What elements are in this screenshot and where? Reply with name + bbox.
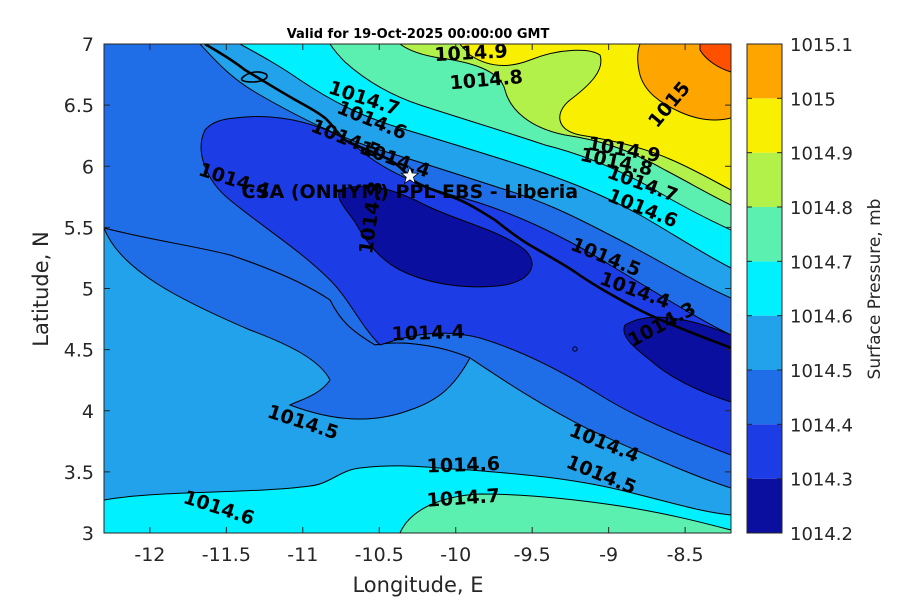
- x-tick-label-5: -9.5: [514, 544, 551, 566]
- colorbar-tick-label-2: 1014.4: [790, 415, 853, 436]
- plot-area: 1014.91014.81014.71014.61014.51014.41014…: [104, 40, 731, 533]
- y-tick-label-2: 4: [82, 401, 94, 423]
- band-1015-north: [637, 44, 731, 121]
- colorbar-swatch-2: [747, 370, 782, 425]
- colorbar: 1014.2 1014.3 1014.4 1014.5 1014.6 1014.7 1014…: [746, 35, 853, 545]
- colorbar-tick-label-0: 1014.2: [790, 524, 853, 545]
- offshore-marker: [572, 346, 578, 352]
- colorbar-tick-label-5: 1014.7: [790, 252, 853, 273]
- coastline-island: [240, 71, 268, 83]
- colorbar-tick-label-7: 1014.9: [790, 144, 853, 165]
- colorbar-swatch-7: [747, 98, 782, 153]
- y-tick-label-8: 7: [82, 34, 94, 56]
- x-tick-label-4: -10: [440, 544, 471, 566]
- colorbar-swatch-5: [747, 207, 782, 262]
- y-axis-ticks: 3 3.5 4 4.5 5 5.5 6 6.5 7: [64, 34, 731, 545]
- chart-title: Valid for 19-Oct-2025 00:00:00 GMT: [287, 27, 550, 42]
- contour-label-20: 1014.6: [426, 453, 500, 478]
- colorbar-swatch-0: [747, 478, 782, 533]
- x-tick-label-2: -11: [287, 544, 318, 566]
- station-star-icon: [400, 165, 420, 185]
- x-tick-label-0: -12: [134, 544, 165, 566]
- y-tick-label-7: 6.5: [64, 95, 94, 117]
- colorbar-frame: [746, 43, 783, 534]
- y-tick-label-6: 6: [82, 156, 94, 178]
- x-tick-label-6: -9: [599, 544, 618, 566]
- colorbar-swatch-4: [747, 261, 782, 316]
- x-tick-label-1: -11.5: [202, 544, 251, 566]
- colorbar-tick-label-1: 1014.3: [790, 470, 853, 491]
- band-1014.4-west-lobe: [104, 227, 471, 420]
- y-tick-label-0: 3: [82, 523, 94, 545]
- y-tick-label-3: 4.5: [64, 340, 94, 362]
- y-tick-label-5: 5.5: [64, 217, 94, 239]
- x-tick-label-7: -8.5: [667, 544, 704, 566]
- colorbar-tick-label-8: 1015: [790, 89, 836, 110]
- colorbar-tick-label-6: 1014.8: [790, 198, 853, 219]
- colorbar-swatch-1: [747, 424, 782, 479]
- colorbar-tick-label-4: 1014.6: [790, 307, 853, 328]
- coastline: [204, 44, 731, 350]
- colorbar-tick-label-3: 1014.5: [790, 361, 853, 382]
- contour-label-21: 1014.7: [426, 485, 501, 512]
- x-axis-ticks: -12 -11.5 -11 -10.5 -10 -9.5 -9 -8.5: [134, 44, 704, 566]
- colorbar-swatch-8: [747, 44, 782, 99]
- station-label: CSA (ONHYM) PPL EBS - Liberia: [242, 181, 579, 203]
- band-1014.7-south: [399, 493, 731, 533]
- contour-label-16: 1014.4: [391, 321, 465, 346]
- colorbar-label: Surface Pressure, mb: [865, 199, 885, 380]
- x-tick-label-3: -10.5: [355, 544, 404, 566]
- colorbar-swatch-3: [747, 315, 782, 370]
- y-tick-label-4: 5: [82, 279, 94, 301]
- colorbar-tick-label-9: 1015.1: [790, 35, 853, 56]
- colorbar-swatch-6: [747, 152, 782, 207]
- band-1014.2-center: [338, 185, 533, 288]
- contour-label-0: 1014.9: [434, 40, 508, 66]
- x-axis-label: Longitude, E: [352, 573, 483, 597]
- y-axis-label: Latitude, N: [29, 231, 53, 347]
- y-tick-label-1: 3.5: [64, 462, 94, 484]
